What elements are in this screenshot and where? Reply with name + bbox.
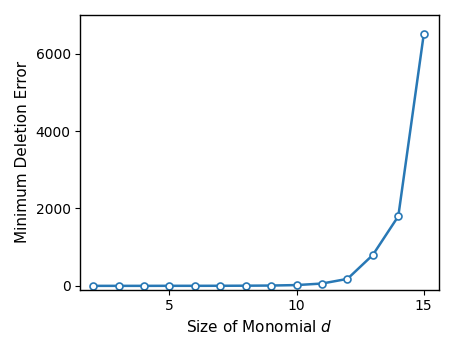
X-axis label: Size of Monomial $d$: Size of Monomial $d$ xyxy=(187,319,333,335)
Y-axis label: Minimum Deletion Error: Minimum Deletion Error xyxy=(15,61,30,243)
